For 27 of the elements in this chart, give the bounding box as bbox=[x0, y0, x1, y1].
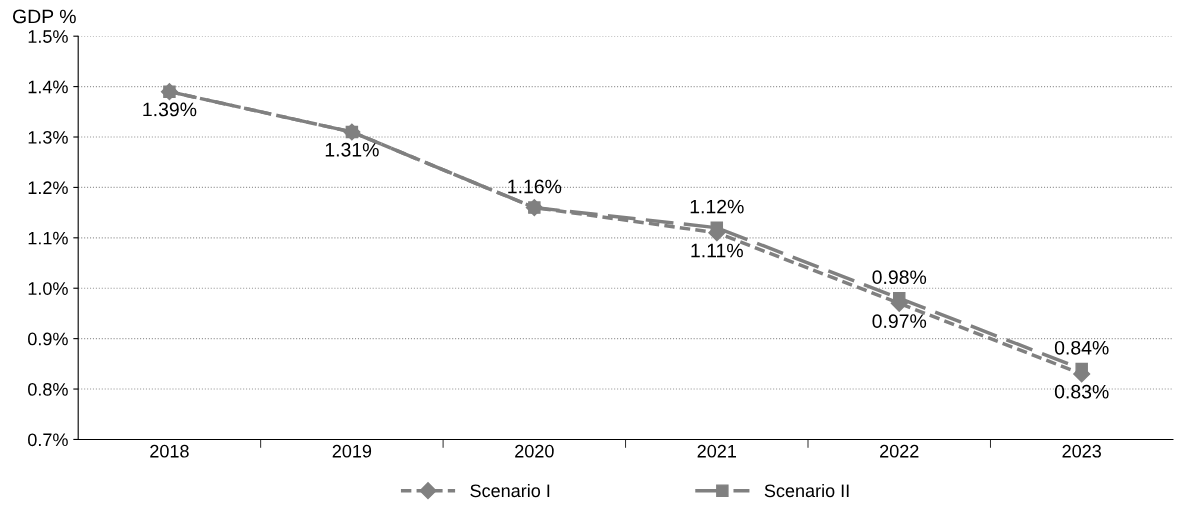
y-tick-label: 1.3% bbox=[28, 130, 68, 144]
y-tick-label: 1.5% bbox=[28, 30, 68, 43]
x-tick-label: 2018 bbox=[150, 444, 189, 458]
data-label: 1.39% bbox=[143, 102, 197, 117]
y-tick-label: 0.9% bbox=[28, 332, 68, 346]
data-label: 1.12% bbox=[690, 199, 744, 214]
data-label: 1.31% bbox=[325, 142, 379, 157]
y-tick-label: 0.7% bbox=[28, 433, 68, 447]
data-label: 0.83% bbox=[1054, 384, 1109, 399]
y-tick-label: 1.0% bbox=[28, 282, 68, 295]
y-tick-label: 0.8% bbox=[28, 382, 68, 396]
y-tick-label: 1.1% bbox=[28, 231, 68, 245]
x-tick-label: 2019 bbox=[332, 444, 372, 458]
x-tick-label: 2021 bbox=[697, 444, 736, 458]
x-tick-label: 2020 bbox=[515, 444, 554, 458]
legend-label: Scenario II bbox=[764, 483, 849, 498]
x-tick-label: 2022 bbox=[880, 444, 919, 458]
x-tick-label: 2023 bbox=[1062, 444, 1101, 458]
data-label: 0.84% bbox=[1054, 340, 1109, 355]
data-label: 1.16% bbox=[508, 179, 562, 194]
y-tick-label: 1.2% bbox=[28, 181, 68, 195]
data-label: 1.11% bbox=[691, 243, 743, 258]
legend-label: Scenario I bbox=[470, 483, 550, 498]
data-label: 0.98% bbox=[872, 270, 927, 285]
data-label: 0.97% bbox=[872, 314, 927, 329]
y-axis-title: GDP % bbox=[13, 9, 76, 24]
y-tick-label: 1.4% bbox=[28, 80, 68, 94]
